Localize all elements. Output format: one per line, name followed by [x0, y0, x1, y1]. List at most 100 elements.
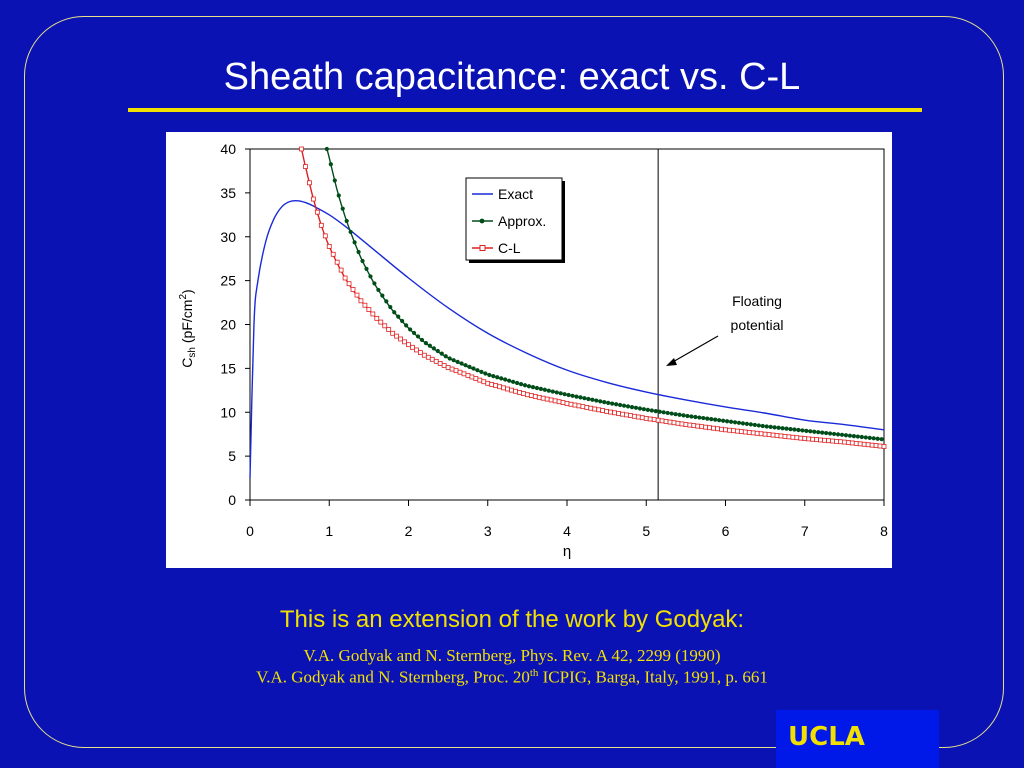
point-cl — [857, 441, 863, 447]
point-cl — [734, 428, 740, 434]
point-approx — [780, 426, 785, 431]
point-cl — [667, 419, 673, 425]
legend-label-exact: Exact — [498, 186, 533, 202]
annotation-arrow-head — [666, 358, 677, 366]
point-approx — [875, 436, 880, 441]
reference-2-post: ICPIG, Barga, Italy, 1991, p. 661 — [538, 667, 768, 687]
point-approx — [554, 390, 559, 395]
reference-2: V.A. Godyak and N. Sternberg, Proc. 20th… — [0, 667, 1024, 688]
point-approx — [851, 434, 856, 439]
point-approx — [721, 418, 726, 423]
point-cl — [314, 209, 320, 215]
point-approx — [629, 404, 635, 410]
point-approx — [756, 423, 761, 428]
point-approx — [816, 430, 821, 435]
point-approx — [479, 369, 484, 374]
point-approx — [784, 426, 789, 431]
point-cl — [536, 394, 542, 400]
ucla-logo-box: UCLA — [776, 710, 939, 768]
point-approx — [336, 193, 341, 198]
point-approx — [471, 366, 476, 371]
y-tick-label: 15 — [220, 360, 236, 376]
plot-area — [249, 148, 885, 501]
point-cl — [540, 395, 546, 401]
y-tick-label: 0 — [228, 492, 236, 508]
point-approx — [423, 341, 429, 346]
point-cl — [707, 425, 713, 431]
point-cl — [572, 402, 578, 408]
point-cl — [873, 443, 879, 448]
point-cl — [378, 319, 384, 325]
point-approx — [511, 379, 516, 384]
point-cl — [663, 419, 669, 424]
point-approx — [392, 310, 397, 315]
point-approx — [728, 419, 734, 424]
point-cl — [528, 393, 534, 398]
point-cl — [560, 400, 566, 405]
point-cl — [794, 435, 800, 441]
point-cl — [382, 323, 388, 329]
point-approx — [368, 274, 373, 279]
point-approx — [879, 437, 884, 442]
point-approx — [459, 361, 464, 366]
point-approx — [610, 401, 615, 406]
point-approx — [522, 383, 528, 388]
point-cl — [826, 438, 831, 444]
point-cl — [346, 281, 352, 287]
point-approx — [447, 356, 452, 361]
point-cl — [342, 275, 348, 281]
point-cl — [433, 358, 439, 364]
y-axis-label: Csh (pF/cm2) — [178, 289, 198, 367]
point-approx — [661, 410, 666, 415]
point-cl — [830, 438, 835, 444]
point-cl — [354, 292, 360, 298]
point-cl — [639, 415, 645, 421]
point-approx — [340, 206, 345, 211]
point-approx — [475, 368, 480, 373]
point-approx — [530, 385, 536, 390]
x-tick-label: 2 — [405, 523, 413, 539]
point-cl — [841, 439, 847, 445]
ucla-logo-text: UCLA — [788, 722, 865, 752]
point-approx — [487, 372, 492, 378]
point-approx — [443, 354, 448, 359]
point-approx — [681, 413, 686, 418]
point-cl — [414, 347, 419, 353]
point-approx — [653, 408, 658, 414]
point-cl — [659, 418, 665, 424]
point-cl — [643, 415, 649, 421]
point-cl — [552, 398, 558, 404]
point-approx — [451, 358, 456, 363]
point-cl — [746, 430, 752, 435]
point-cl — [861, 441, 867, 447]
point-cl — [620, 411, 625, 417]
point-cl — [849, 440, 855, 446]
point-cl — [457, 369, 463, 375]
point-cl — [683, 422, 689, 427]
point-cl — [608, 409, 613, 415]
point-cl — [461, 371, 467, 377]
point-approx — [364, 266, 369, 271]
x-tick-label: 1 — [325, 523, 333, 539]
point-approx — [760, 423, 765, 429]
point-approx — [380, 293, 385, 298]
y-axis-label-part: (pF/cm — [179, 300, 195, 347]
point-approx — [590, 397, 595, 402]
point-cl — [758, 431, 764, 437]
point-approx — [657, 409, 662, 414]
point-cl — [429, 356, 435, 362]
point-cl — [334, 259, 340, 265]
point-approx — [356, 249, 361, 255]
point-approx — [578, 395, 583, 400]
point-approx — [542, 387, 547, 392]
point-cl — [568, 401, 574, 407]
point-cl — [810, 436, 816, 442]
point-approx — [376, 287, 381, 293]
point-cl — [679, 421, 685, 427]
point-cl — [715, 426, 720, 432]
point-cl — [326, 244, 332, 249]
point-cl — [517, 390, 522, 395]
point-cl — [386, 327, 392, 332]
point-approx — [499, 376, 504, 381]
point-approx — [867, 435, 872, 440]
